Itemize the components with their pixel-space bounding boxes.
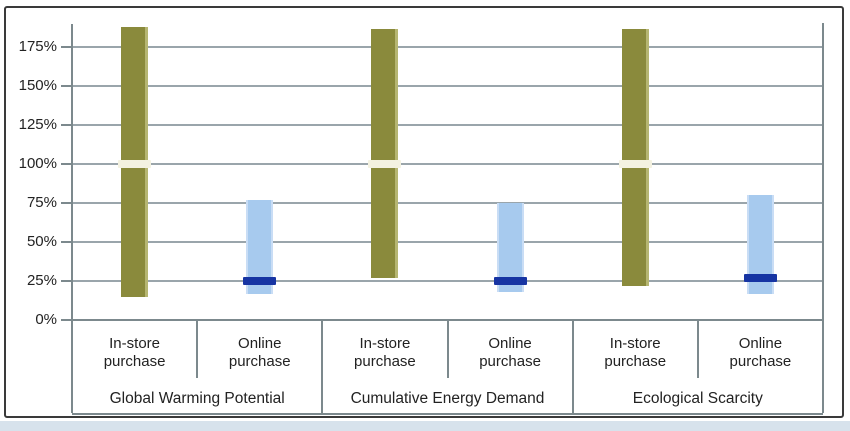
gridline — [72, 124, 823, 127]
gridline — [72, 46, 823, 49]
online-median-marker — [493, 277, 527, 286]
online-median-marker — [243, 277, 277, 286]
category-divider — [321, 320, 324, 413]
plot-right-border — [822, 23, 824, 413]
x-axis-purchase-label: Online purchase — [197, 330, 322, 376]
category-divider — [571, 320, 574, 413]
x-axis-purchase-label: In-store purchase — [573, 330, 698, 376]
online-median-marker — [743, 273, 777, 282]
gridline — [72, 241, 823, 244]
y-axis-tick-label: 75% — [26, 194, 57, 212]
y-axis-tick — [61, 202, 72, 205]
page-bottom-strip — [0, 421, 850, 431]
y-axis-tick — [61, 280, 72, 283]
purchase-label-text: In-store purchase — [354, 335, 416, 370]
y-axis-line — [71, 24, 73, 413]
purchase-label-text: In-store purchase — [103, 335, 166, 370]
x-axis-category-label: Ecological Scarcity — [632, 390, 763, 407]
purchase-column-divider — [446, 320, 449, 378]
x-axis-purchase-label: In-store purchase — [322, 330, 447, 376]
x-axis-purchase-label: In-store purchase — [72, 330, 197, 376]
x-axis-purchase-label: Online purchase — [698, 330, 823, 376]
purchase-label-text: Online purchase — [228, 335, 291, 370]
x-axis-category-label: Global Warming Potential — [109, 390, 285, 407]
purchase-label-text: Online purchase — [479, 335, 541, 370]
in-store-range-bar — [621, 28, 649, 286]
y-axis-tick-label: 25% — [26, 272, 57, 290]
y-axis-tick-label: 100% — [18, 155, 57, 173]
purchase-column-divider — [196, 320, 199, 378]
gridline — [72, 163, 823, 166]
label-table-bottom-border — [72, 413, 823, 415]
baseline-100pct-marker — [618, 160, 652, 169]
y-axis-tick — [61, 319, 72, 321]
y-axis-tick-label: 125% — [18, 116, 57, 134]
y-axis-tick-label: 175% — [18, 38, 57, 56]
y-axis-tick — [61, 241, 72, 244]
baseline-100pct-marker — [368, 160, 402, 169]
y-axis-tick-label: 0% — [35, 311, 57, 328]
baseline-100pct-marker — [118, 160, 152, 169]
purchase-label-text: Online purchase — [729, 335, 792, 370]
purchase-column-divider — [696, 320, 699, 378]
y-axis-tick-label: 50% — [26, 233, 57, 251]
y-axis-tick — [61, 124, 72, 127]
gridline — [72, 280, 823, 283]
x-axis-purchase-label: Online purchase — [448, 330, 573, 376]
y-axis-tick — [61, 163, 72, 166]
gridline — [72, 202, 823, 205]
gridline — [72, 85, 823, 88]
y-axis-tick — [61, 46, 72, 49]
x-axis-category-label: Cumulative Energy Demand — [350, 390, 545, 407]
in-store-range-bar — [371, 28, 399, 278]
y-axis-tick — [61, 85, 72, 88]
y-axis-tick-label: 150% — [18, 77, 57, 95]
purchase-label-text: In-store purchase — [604, 335, 667, 370]
